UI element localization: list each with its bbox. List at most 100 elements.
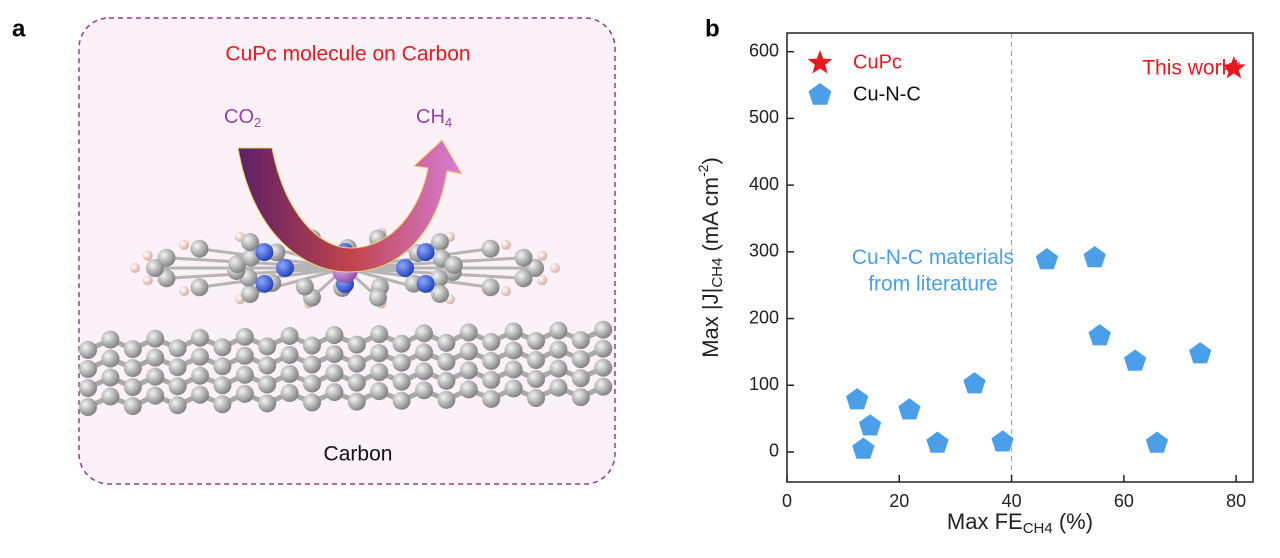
carbon-atom [549, 378, 568, 397]
carbon-atom [146, 348, 165, 367]
marker [897, 397, 922, 420]
carbon-atom [549, 321, 568, 340]
carbon-atom [258, 337, 277, 356]
carbon-atom [526, 259, 544, 277]
hydrogen-atom [130, 263, 140, 274]
carbon-atom [280, 364, 299, 383]
carbon-atom [370, 325, 389, 344]
hydrogen-atom [179, 286, 190, 297]
carbon-atom [504, 322, 523, 341]
annotation: from literature [868, 273, 998, 296]
label-sub: CH4 [1023, 520, 1053, 537]
y-tick-label: 100 [749, 374, 779, 394]
nitrogen-atom [276, 259, 294, 278]
reactant-sub: 2 [254, 115, 261, 130]
carbon-atom [123, 397, 142, 416]
carbon-atom [295, 277, 314, 296]
carbon-atom [571, 388, 590, 407]
carbon-atom [101, 330, 120, 349]
carbon-atom [594, 358, 613, 377]
marker [1220, 54, 1247, 80]
y-tick-label: 200 [749, 307, 779, 327]
carbon-atom [258, 394, 277, 413]
plot-frame [786, 32, 1254, 483]
carbon-atom [459, 342, 478, 361]
panel-title: CuPc molecule on Carbon [225, 43, 470, 66]
nitrogen-atom [416, 274, 435, 293]
carbon-atom [370, 363, 389, 382]
hydrogen-atom [500, 239, 511, 250]
carbon-atom [146, 386, 165, 405]
carbon-atom [213, 357, 232, 376]
carbon-atom [213, 338, 232, 357]
label-part: (mA cm [698, 177, 723, 258]
x-tick-label: 0 [782, 491, 792, 511]
reaction-arrow [237, 139, 463, 273]
carbon-atom [228, 255, 247, 274]
carbon-atom [392, 372, 411, 391]
carbon-atom [368, 288, 387, 307]
product-sub: 4 [445, 115, 452, 130]
carbon-atom [325, 364, 344, 383]
carbon-atom [392, 353, 411, 372]
carbon-atom [168, 377, 187, 396]
carbon-atom [190, 239, 209, 258]
y-tick-label: 500 [749, 107, 779, 127]
carbon-atom [213, 376, 232, 395]
carbon-atom [431, 233, 449, 252]
carbon-atom [146, 259, 164, 277]
label-part: ) [698, 157, 723, 164]
label-part: Max FE [947, 509, 1023, 534]
carbon-atom [101, 349, 120, 368]
carbon-atom [241, 284, 259, 303]
label-part: (%) [1053, 509, 1093, 534]
hydrogen-atom [500, 286, 511, 297]
carbon-atom [444, 256, 463, 275]
carbon-atom [549, 340, 568, 359]
carbon-atom [101, 368, 120, 387]
marker [925, 430, 950, 454]
carbon-atom [415, 324, 433, 343]
panel-label: a [12, 15, 26, 42]
y-tick-label: 300 [749, 241, 779, 261]
carbon-atom [123, 359, 142, 378]
carbon-atom [168, 339, 187, 358]
y-axis-label: Max |J|CH4 (mA cm-2) [695, 157, 726, 358]
carbon-atom [392, 391, 411, 410]
x-tick-label: 40 [1002, 491, 1022, 511]
carbon-atom [594, 377, 613, 396]
marker [1035, 247, 1059, 270]
nitrogen-atom [396, 259, 414, 277]
marker [1188, 341, 1212, 364]
hydrogen-atom [537, 275, 548, 286]
carbon-atom [235, 346, 254, 365]
carbon-atom [280, 383, 299, 402]
carbon-atom [415, 343, 433, 362]
carbon-atom [459, 380, 478, 399]
x-axis-label: Max FECH4 (%) [947, 509, 1093, 537]
carbon-atom [504, 341, 523, 360]
carbon-atom [514, 269, 533, 288]
carbon-atom [303, 393, 321, 412]
carbon-atom [79, 379, 97, 397]
carbon-atom [347, 354, 366, 373]
legend-marker [808, 83, 832, 105]
carbon-atom [325, 326, 344, 345]
hydrogen-atom [142, 275, 153, 286]
annotation: This work* [1142, 57, 1240, 80]
carbon-atom [235, 365, 254, 384]
carbon-atom [325, 383, 344, 402]
legend-label: Cu-N-C [853, 83, 921, 105]
x-tick-label: 60 [1114, 491, 1134, 511]
carbon-atom [459, 361, 478, 380]
carbon-atom [213, 395, 232, 414]
carbon-atom [191, 347, 209, 366]
marker [858, 413, 882, 436]
substrate-label: Carbon [324, 443, 393, 466]
carbon-atom [527, 370, 545, 389]
hydrogen-atom [537, 250, 548, 261]
x-tick-label: 20 [889, 491, 909, 511]
product: CH4 [416, 106, 452, 130]
carbon-atom [235, 327, 254, 346]
